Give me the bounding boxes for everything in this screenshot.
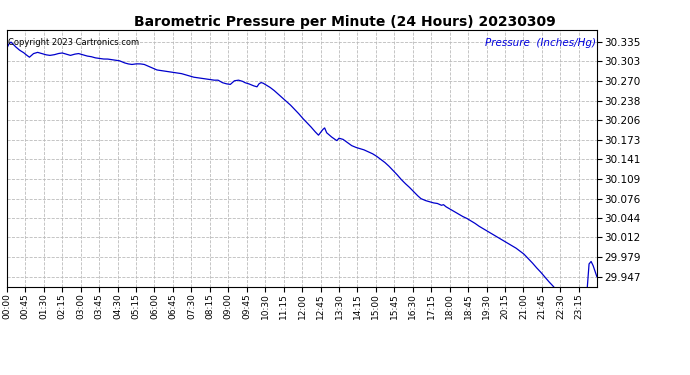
Text: Pressure  (Inches/Hg): Pressure (Inches/Hg) [484, 38, 595, 48]
Text: Copyright 2023 Cartronics.com: Copyright 2023 Cartronics.com [8, 38, 139, 47]
Text: Barometric Pressure per Minute (24 Hours) 20230309: Barometric Pressure per Minute (24 Hours… [134, 15, 556, 29]
